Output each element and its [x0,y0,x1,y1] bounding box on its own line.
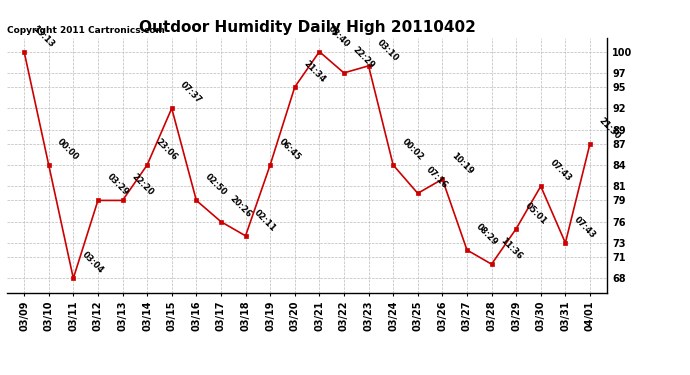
Text: 23:06: 23:06 [154,137,179,162]
Text: 05:01: 05:01 [523,201,549,226]
Text: 03:04: 03:04 [80,251,106,276]
Text: 22:29: 22:29 [351,45,376,70]
Text: 02:11: 02:11 [253,208,278,233]
Text: 10:19: 10:19 [449,151,475,176]
Text: 07:43: 07:43 [572,215,598,240]
Title: Outdoor Humidity Daily High 20110402: Outdoor Humidity Daily High 20110402 [139,20,475,35]
Text: 03:40: 03:40 [326,24,351,49]
Text: 07:43: 07:43 [548,158,573,183]
Text: 07:37: 07:37 [179,81,204,105]
Text: 13:13: 13:13 [31,24,57,49]
Text: Copyright 2011 Cartronics.com: Copyright 2011 Cartronics.com [7,26,165,35]
Text: 20:26: 20:26 [228,194,253,219]
Text: 08:29: 08:29 [474,222,499,247]
Text: 00:02: 00:02 [400,137,425,162]
Text: 02:50: 02:50 [204,172,228,198]
Text: 21:34: 21:34 [302,59,327,84]
Text: 07:16: 07:16 [425,165,450,190]
Text: 21:30: 21:30 [597,116,622,141]
Text: 03:29: 03:29 [105,172,130,198]
Text: 22:20: 22:20 [130,172,155,198]
Text: 00:00: 00:00 [56,137,81,162]
Text: 11:36: 11:36 [498,236,524,261]
Text: 03:10: 03:10 [375,38,401,63]
Text: 06:45: 06:45 [277,137,302,162]
